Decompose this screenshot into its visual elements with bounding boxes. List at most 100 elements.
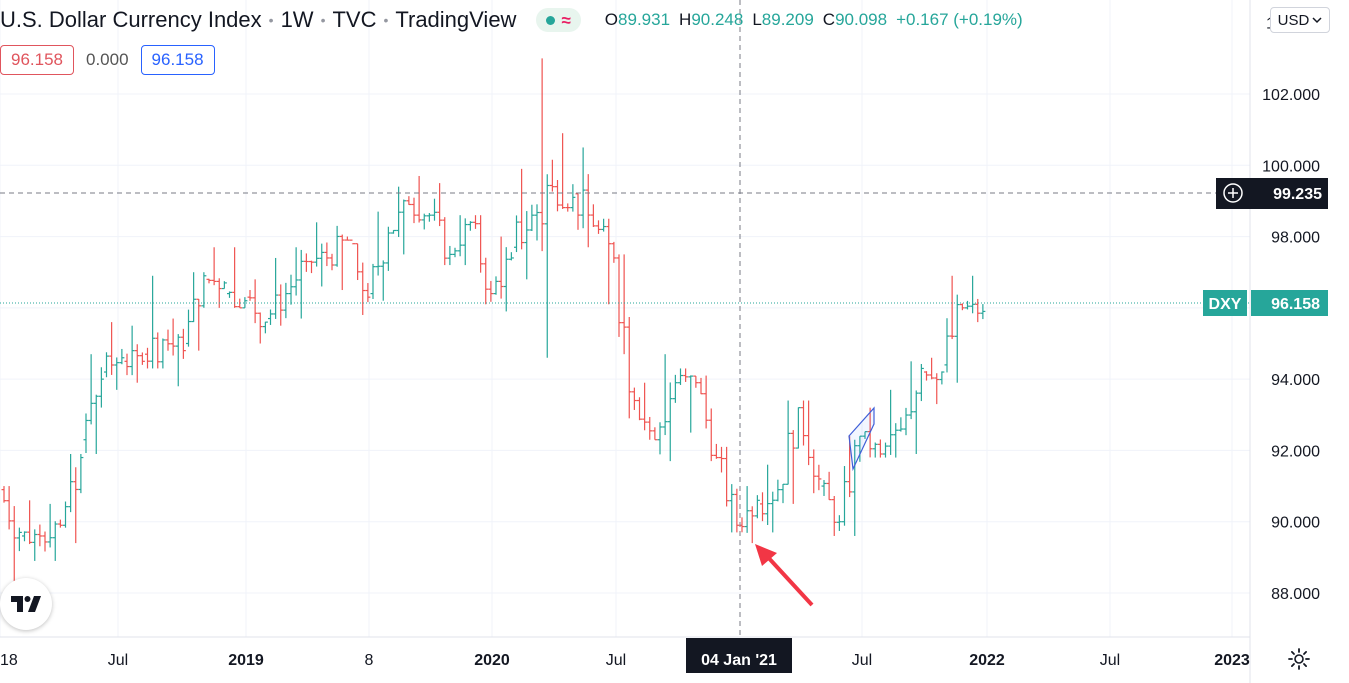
- ohlc-bar: [170, 318, 176, 356]
- ohlc-bar: [196, 298, 202, 351]
- y-tick-label: 92.000: [1271, 443, 1320, 460]
- y-tick-label: 94.000: [1271, 372, 1320, 389]
- ohlc-bar: [278, 284, 284, 326]
- ohlc-bar: [22, 531, 27, 542]
- ohlc-bar: [637, 397, 642, 421]
- ohlc-bar: [83, 413, 89, 453]
- ohlc-bar: [201, 272, 207, 308]
- x-tick-label: Jul: [1100, 652, 1120, 669]
- ohlc-bar: [432, 198, 437, 221]
- ohlc-bar: [898, 417, 904, 432]
- ohlc-bar: [339, 234, 345, 291]
- ohlc-values: O89.931 H90.248 L89.209 C90.098 +0.167 (…: [605, 10, 1023, 30]
- bid-value-box[interactable]: 96.158: [0, 45, 74, 75]
- ohlc-bar: [32, 529, 38, 561]
- ohlc-bar: [360, 262, 366, 315]
- ohlc-bar: [247, 289, 253, 301]
- ohlc-bar: [642, 382, 648, 431]
- x-axis-labels[interactable]: 18 Jul 2019 8 2020 Jul Jul 2022 Jul 2023: [0, 652, 1250, 669]
- ohlc-bar: [903, 407, 909, 436]
- ohlc-bar: [514, 215, 519, 253]
- last-price-label: DXY 96.158: [1203, 290, 1328, 316]
- ohlc-bar: [493, 276, 499, 295]
- platform-label: TradingView: [395, 7, 517, 32]
- arrow-line[interactable]: [763, 552, 814, 607]
- ohlc-bar: [719, 446, 724, 473]
- ohlc-bar: [918, 363, 924, 402]
- ask-value-box[interactable]: 96.158: [140, 45, 215, 75]
- market-status-pill[interactable]: ≈: [536, 8, 581, 32]
- ohlc-bar: [713, 443, 719, 459]
- ohlc-bar: [129, 325, 135, 376]
- ohlc-bar: [575, 193, 581, 230]
- ohlc-bar: [1, 486, 7, 503]
- ohlc-bar: [93, 394, 99, 454]
- ohlc-bar: [175, 334, 181, 387]
- ohlc-bar: [191, 272, 197, 323]
- add-alert-icon[interactable]: [1223, 183, 1243, 203]
- ohlc-bar: [529, 204, 535, 231]
- settings-gear-icon[interactable]: [1286, 646, 1312, 672]
- low-label: L: [752, 10, 762, 29]
- ohlc-bar: [872, 442, 878, 458]
- ohlc-bar: [734, 488, 740, 533]
- ohlc-bar: [672, 374, 678, 403]
- ohlc-bar: [406, 196, 412, 206]
- chart-grid: [0, 0, 1250, 637]
- ohlc-bar: [498, 236, 504, 299]
- ohlc-bar: [688, 375, 694, 433]
- ohlc-bar: [970, 275, 976, 314]
- ohlc-bar: [852, 439, 858, 536]
- ohlc-bar: [109, 322, 115, 375]
- ohlc-bar: [836, 515, 842, 531]
- ohlc-bar: [27, 500, 33, 545]
- ohlc-bar: [165, 329, 171, 351]
- chart-drawings[interactable]: [755, 406, 875, 607]
- x-tick-label: Jul: [852, 652, 872, 669]
- ohlc-bar: [667, 382, 673, 462]
- ohlc-bar: [273, 257, 279, 319]
- ohlc-bar: [334, 225, 340, 267]
- interval-label[interactable]: 1W: [280, 7, 314, 32]
- ohlc-bar: [795, 407, 801, 449]
- svg-text:96.158: 96.158: [1271, 296, 1320, 313]
- ohlc-bar: [662, 354, 668, 436]
- price-bars[interactable]: [1, 58, 986, 583]
- ohlc-bar: [959, 303, 965, 311]
- ohlc-bar: [708, 408, 714, 462]
- ohlc-bar: [657, 422, 663, 455]
- separator-dot: •: [268, 12, 274, 28]
- ohlc-bar: [462, 218, 468, 266]
- indicator-values: 96.158 0.000 96.158: [0, 45, 215, 75]
- ohlc-bar: [221, 281, 227, 290]
- tradingview-logo-icon[interactable]: [0, 578, 52, 630]
- ohlc-bar: [68, 453, 74, 513]
- ohlc-bar: [934, 373, 940, 405]
- open-label: O: [604, 10, 619, 29]
- ohlc-bar: [180, 328, 186, 359]
- ohlc-bar: [380, 260, 386, 301]
- symbol-title[interactable]: U.S. Dollar Currency Index: [0, 7, 262, 32]
- low-value: 89.209: [761, 10, 814, 29]
- ohlc-bar: [965, 300, 970, 310]
- ohlc-bar: [821, 480, 827, 496]
- currency-select[interactable]: USD: [1270, 7, 1330, 33]
- ohlc-bar: [16, 527, 22, 552]
- x-tick-label: 8: [365, 652, 374, 669]
- ohlc-bar: [124, 353, 130, 376]
- ohlc-bar: [801, 400, 806, 446]
- parallel-channel-drawing[interactable]: [848, 406, 875, 472]
- ohlc-bar: [806, 400, 812, 466]
- ohlc-bar: [227, 291, 232, 298]
- close-label: C: [822, 10, 836, 29]
- crosshair-date-label: 04 Jan '21: [686, 638, 792, 673]
- y-tick-label: 90.000: [1271, 515, 1320, 532]
- ohlc-bar: [908, 361, 914, 420]
- ohlc-bar: [749, 506, 755, 544]
- ohlc-bar: [63, 501, 68, 528]
- y-tick-label: 102.000: [1262, 87, 1320, 104]
- ohlc-bar: [888, 389, 894, 455]
- ohlc-bar: [826, 471, 832, 501]
- ohlc-bar: [288, 274, 294, 305]
